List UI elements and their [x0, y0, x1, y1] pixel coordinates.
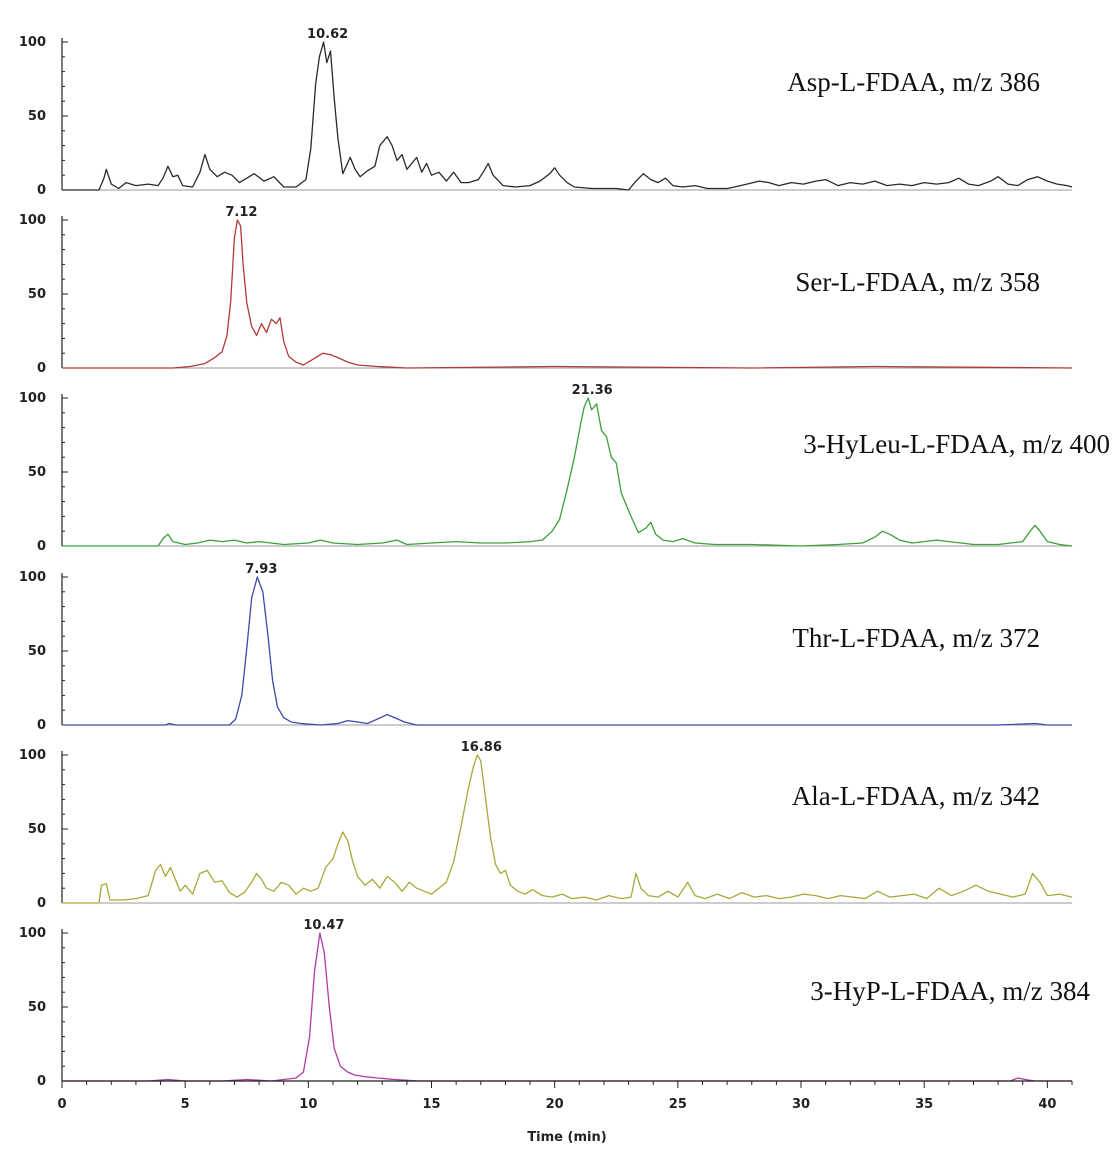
- peak-retention-time-label: 10.47: [303, 918, 344, 933]
- peak-retention-time-label: 10.62: [307, 27, 348, 42]
- panel-3: 0 50 100 21.36 3-HyLeu-L-FDAA, m/z 400: [19, 383, 1110, 554]
- chromatogram-panels: 0 50 100 10.62 Asp-L-FDAA, m/z 386 0 50 100 7.12…: [19, 27, 1110, 1089]
- x-tick-label: 35: [915, 1097, 933, 1112]
- y-tick-label: 0: [37, 718, 46, 733]
- y-tick-label: 100: [19, 570, 46, 585]
- y-tick-label: 50: [28, 287, 46, 302]
- x-tick-label: 20: [546, 1097, 564, 1112]
- y-tick-label: 50: [28, 465, 46, 480]
- y-tick-label: 0: [37, 361, 46, 376]
- peak-retention-time-label: 7.12: [225, 205, 257, 220]
- shared-time-axis: 0 5 10 15 20 25 30 35 40 Time (min): [57, 1080, 1073, 1145]
- compound-label: Asp-L-FDAA, m/z 386: [787, 67, 1040, 97]
- y-tick-label: 0: [37, 183, 46, 198]
- y-tick-label: 100: [19, 926, 46, 941]
- peak-retention-time-label: 16.86: [461, 740, 502, 755]
- x-tick-label: 0: [57, 1097, 66, 1112]
- x-tick-label: 15: [422, 1097, 440, 1112]
- chromatogram-trace: [62, 576, 1072, 726]
- y-tick-label: 50: [28, 109, 46, 124]
- y-tick-label: 50: [28, 822, 46, 837]
- y-tick-label: 100: [19, 391, 46, 406]
- chromatogram-trace: [62, 41, 1073, 191]
- chromatogram-trace: [62, 397, 1073, 547]
- y-tick-label: 50: [28, 1000, 46, 1015]
- x-tick-label: 10: [299, 1097, 317, 1112]
- compound-label: Ser-L-FDAA, m/z 358: [795, 267, 1040, 297]
- panel-5: 0 50 100 16.86 Ala-L-FDAA, m/z 342: [19, 740, 1073, 911]
- x-tick-label: 25: [669, 1097, 687, 1112]
- y-tick-label: 0: [37, 896, 46, 911]
- panel-1: 0 50 100 10.62 Asp-L-FDAA, m/z 386: [19, 27, 1073, 198]
- compound-label: Ala-L-FDAA, m/z 342: [792, 781, 1040, 811]
- compound-label: 3-HyLeu-L-FDAA, m/z 400: [803, 429, 1110, 459]
- chromatogram-trace: [62, 754, 1073, 904]
- x-tick-label: 40: [1038, 1097, 1056, 1112]
- y-tick-label: 100: [19, 35, 46, 50]
- compound-label: Thr-L-FDAA, m/z 372: [792, 623, 1040, 653]
- panel-4: 0 50 100 7.93 Thr-L-FDAA, m/z 372: [19, 562, 1072, 733]
- peak-retention-time-label: 21.36: [572, 383, 613, 398]
- x-tick-label: 5: [181, 1097, 190, 1112]
- x-tick-label: 30: [792, 1097, 810, 1112]
- compound-label: 3-HyP-L-FDAA, m/z 384: [810, 976, 1090, 1006]
- y-tick-label: 0: [37, 539, 46, 554]
- x-axis-title: Time (min): [527, 1130, 606, 1145]
- chromatogram-trace: [62, 219, 1073, 369]
- chromatogram-trace: [62, 932, 1072, 1082]
- y-tick-label: 100: [19, 748, 46, 763]
- y-tick-label: 100: [19, 213, 46, 228]
- peak-retention-time-label: 7.93: [245, 562, 277, 577]
- panel-6: 0 50 100 10.47 3-HyP-L-FDAA, m/z 384: [19, 918, 1091, 1089]
- y-tick-label: 0: [37, 1074, 46, 1089]
- panel-2: 0 50 100 7.12 Ser-L-FDAA, m/z 358: [19, 205, 1073, 376]
- y-tick-label: 50: [28, 644, 46, 659]
